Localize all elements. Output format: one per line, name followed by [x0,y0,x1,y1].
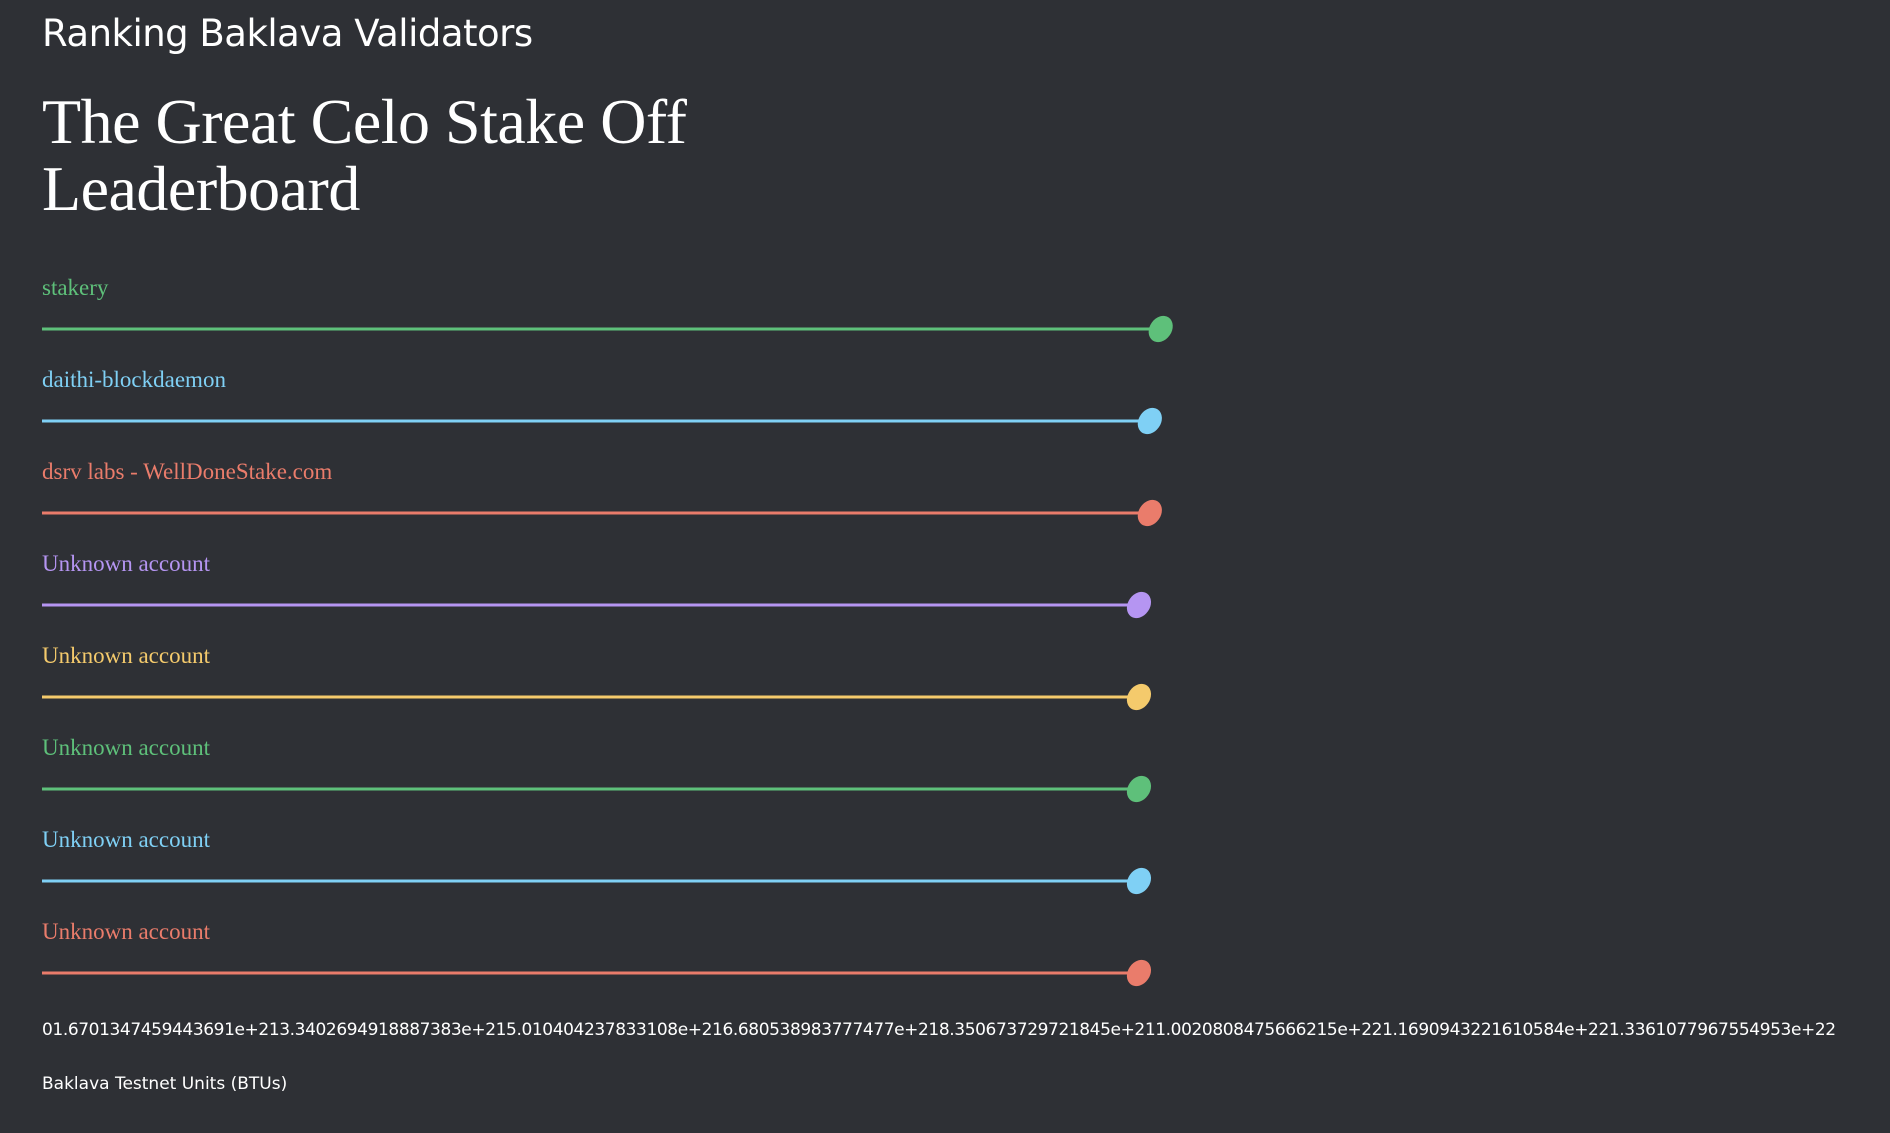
row-label: stakery [42,275,109,300]
x-tick-label: 1.3361077967554953e+22 [1608,1020,1836,1040]
chart-row: Unknown account [42,643,1156,715]
chart-subtitle: Ranking Baklava Validators [42,12,533,55]
lollipop-chart: stakery daithi-blockdaemon dsrv labs - Wel… [42,275,1178,991]
chart-row: Unknown account [42,919,1156,991]
x-tick-label: 1.6701347459443691e+21 [52,1020,280,1040]
lollipop-dot[interactable] [1133,495,1167,531]
x-axis-tick-labels: 01.6701347459443691e+213.340269491888738… [42,1020,1836,1040]
chart-row: dsrv labs - WellDoneStake.com [42,459,1167,531]
chart-title-line-1: The Great Celo Stake Off [42,86,687,157]
x-tick-label: 1.0020808475666215e+22 [1155,1020,1383,1040]
x-tick-label: 0 [42,1020,53,1040]
row-label: Unknown account [42,643,211,668]
row-label: Unknown account [42,919,211,944]
lollipop-dot[interactable] [1122,863,1156,899]
chart-title: The Great Celo Stake Off Leaderboard [42,86,687,224]
lollipop-dot[interactable] [1133,403,1167,439]
x-axis-label: Baklava Testnet Units (BTUs) [42,1074,288,1094]
x-tick-label: 5.010404237833108e+21 [506,1020,723,1040]
row-label: dsrv labs - WellDoneStake.com [42,459,332,484]
chart-row: Unknown account [42,735,1156,807]
chart-row: stakery [42,275,1178,347]
row-label: Unknown account [42,551,211,576]
x-tick-label: 6.680538983777477e+21 [722,1020,939,1040]
x-tick-label: 3.3402694918887383e+21 [279,1020,507,1040]
lollipop-dot[interactable] [1122,679,1156,715]
x-tick-label: 8.350673729721845e+21 [938,1020,1156,1040]
chart-row: Unknown account [42,827,1156,899]
lollipop-dot[interactable] [1144,311,1178,347]
chart-row: daithi-blockdaemon [42,367,1167,439]
lollipop-dot[interactable] [1122,771,1156,807]
lollipop-dot[interactable] [1122,587,1156,623]
lollipop-dot[interactable] [1122,955,1156,991]
chart-title-line-2: Leaderboard [42,153,360,224]
row-label: Unknown account [42,827,211,852]
row-label: Unknown account [42,735,211,760]
chart-row: Unknown account [42,551,1156,623]
x-tick-label: 1.1690943221610584e+22 [1382,1020,1609,1040]
row-label: daithi-blockdaemon [42,367,226,392]
